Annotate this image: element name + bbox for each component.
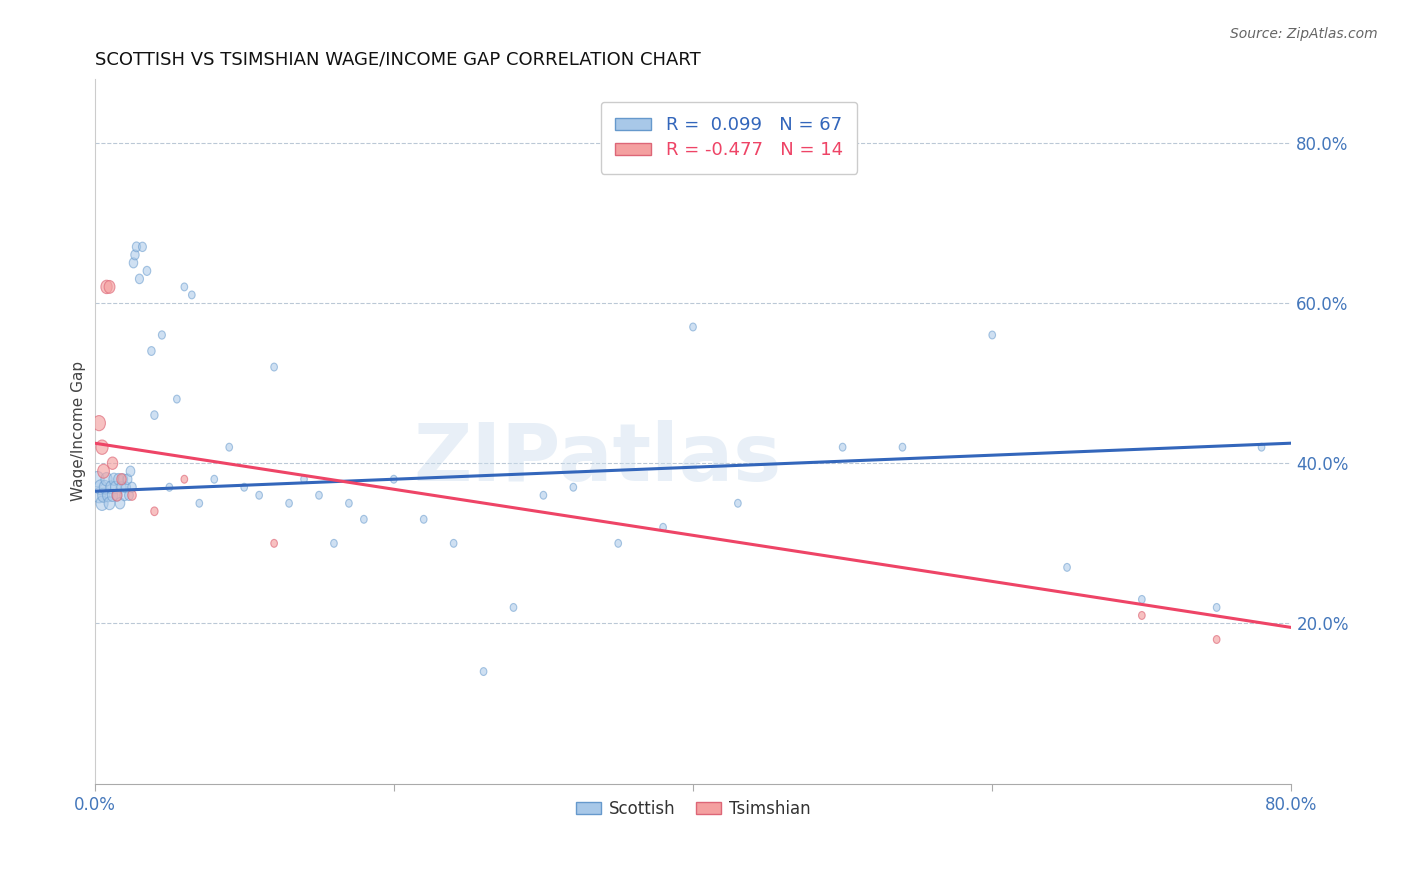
- Ellipse shape: [121, 482, 131, 492]
- Ellipse shape: [103, 489, 114, 502]
- Ellipse shape: [111, 482, 121, 493]
- Ellipse shape: [900, 443, 905, 451]
- Ellipse shape: [271, 363, 277, 371]
- Ellipse shape: [117, 474, 127, 485]
- Ellipse shape: [93, 488, 105, 503]
- Ellipse shape: [105, 481, 117, 493]
- Ellipse shape: [120, 490, 129, 500]
- Ellipse shape: [96, 440, 108, 454]
- Ellipse shape: [346, 500, 353, 508]
- Ellipse shape: [181, 283, 187, 291]
- Ellipse shape: [285, 500, 292, 508]
- Ellipse shape: [614, 540, 621, 548]
- Ellipse shape: [124, 474, 132, 484]
- Ellipse shape: [143, 267, 150, 276]
- Ellipse shape: [128, 483, 136, 492]
- Ellipse shape: [450, 540, 457, 548]
- Ellipse shape: [101, 280, 112, 293]
- Ellipse shape: [540, 491, 547, 500]
- Ellipse shape: [240, 483, 247, 491]
- Ellipse shape: [96, 496, 108, 510]
- Ellipse shape: [181, 475, 187, 483]
- Ellipse shape: [108, 473, 120, 485]
- Ellipse shape: [420, 516, 427, 524]
- Ellipse shape: [128, 491, 136, 500]
- Ellipse shape: [118, 474, 128, 484]
- Ellipse shape: [173, 395, 180, 403]
- Ellipse shape: [93, 416, 105, 431]
- Ellipse shape: [988, 331, 995, 339]
- Text: SCOTTISH VS TSIMSHIAN WAGE/INCOME GAP CORRELATION CHART: SCOTTISH VS TSIMSHIAN WAGE/INCOME GAP CO…: [94, 51, 700, 69]
- Ellipse shape: [100, 481, 111, 494]
- Ellipse shape: [94, 480, 107, 495]
- Ellipse shape: [1258, 443, 1265, 451]
- Ellipse shape: [734, 500, 741, 508]
- Ellipse shape: [256, 491, 263, 500]
- Ellipse shape: [97, 488, 110, 502]
- Ellipse shape: [481, 667, 486, 675]
- Ellipse shape: [117, 482, 127, 493]
- Ellipse shape: [316, 491, 322, 500]
- Ellipse shape: [166, 483, 173, 491]
- Ellipse shape: [1139, 596, 1144, 603]
- Ellipse shape: [115, 498, 125, 509]
- Ellipse shape: [1139, 612, 1144, 619]
- Ellipse shape: [1213, 604, 1220, 611]
- Ellipse shape: [150, 507, 157, 516]
- Ellipse shape: [569, 483, 576, 491]
- Ellipse shape: [135, 274, 143, 284]
- Ellipse shape: [301, 475, 308, 483]
- Ellipse shape: [104, 497, 115, 509]
- Ellipse shape: [132, 242, 141, 252]
- Ellipse shape: [107, 489, 118, 501]
- Ellipse shape: [104, 280, 115, 293]
- Ellipse shape: [510, 604, 517, 611]
- Text: Source: ZipAtlas.com: Source: ZipAtlas.com: [1230, 27, 1378, 41]
- Ellipse shape: [112, 490, 122, 501]
- Ellipse shape: [129, 258, 138, 268]
- Ellipse shape: [127, 467, 135, 476]
- Ellipse shape: [330, 540, 337, 548]
- Ellipse shape: [271, 540, 277, 548]
- Legend: Scottish, Tsimshian: Scottish, Tsimshian: [569, 793, 817, 825]
- Ellipse shape: [131, 250, 139, 260]
- Ellipse shape: [226, 443, 232, 451]
- Ellipse shape: [150, 411, 157, 419]
- Ellipse shape: [112, 490, 122, 501]
- Ellipse shape: [839, 443, 846, 451]
- Ellipse shape: [91, 472, 104, 487]
- Ellipse shape: [659, 524, 666, 532]
- Ellipse shape: [360, 516, 367, 524]
- Ellipse shape: [97, 464, 110, 478]
- Ellipse shape: [101, 473, 112, 486]
- Ellipse shape: [690, 323, 696, 331]
- Ellipse shape: [107, 457, 118, 469]
- Text: ZIPatlas: ZIPatlas: [413, 420, 782, 499]
- Ellipse shape: [159, 331, 166, 339]
- Y-axis label: Wage/Income Gap: Wage/Income Gap: [72, 361, 86, 501]
- Ellipse shape: [1213, 636, 1220, 643]
- Ellipse shape: [391, 475, 396, 483]
- Ellipse shape: [148, 347, 155, 355]
- Ellipse shape: [195, 500, 202, 508]
- Ellipse shape: [139, 242, 146, 252]
- Ellipse shape: [188, 291, 195, 299]
- Ellipse shape: [125, 490, 134, 500]
- Ellipse shape: [114, 474, 124, 485]
- Ellipse shape: [1064, 564, 1070, 571]
- Ellipse shape: [211, 475, 218, 483]
